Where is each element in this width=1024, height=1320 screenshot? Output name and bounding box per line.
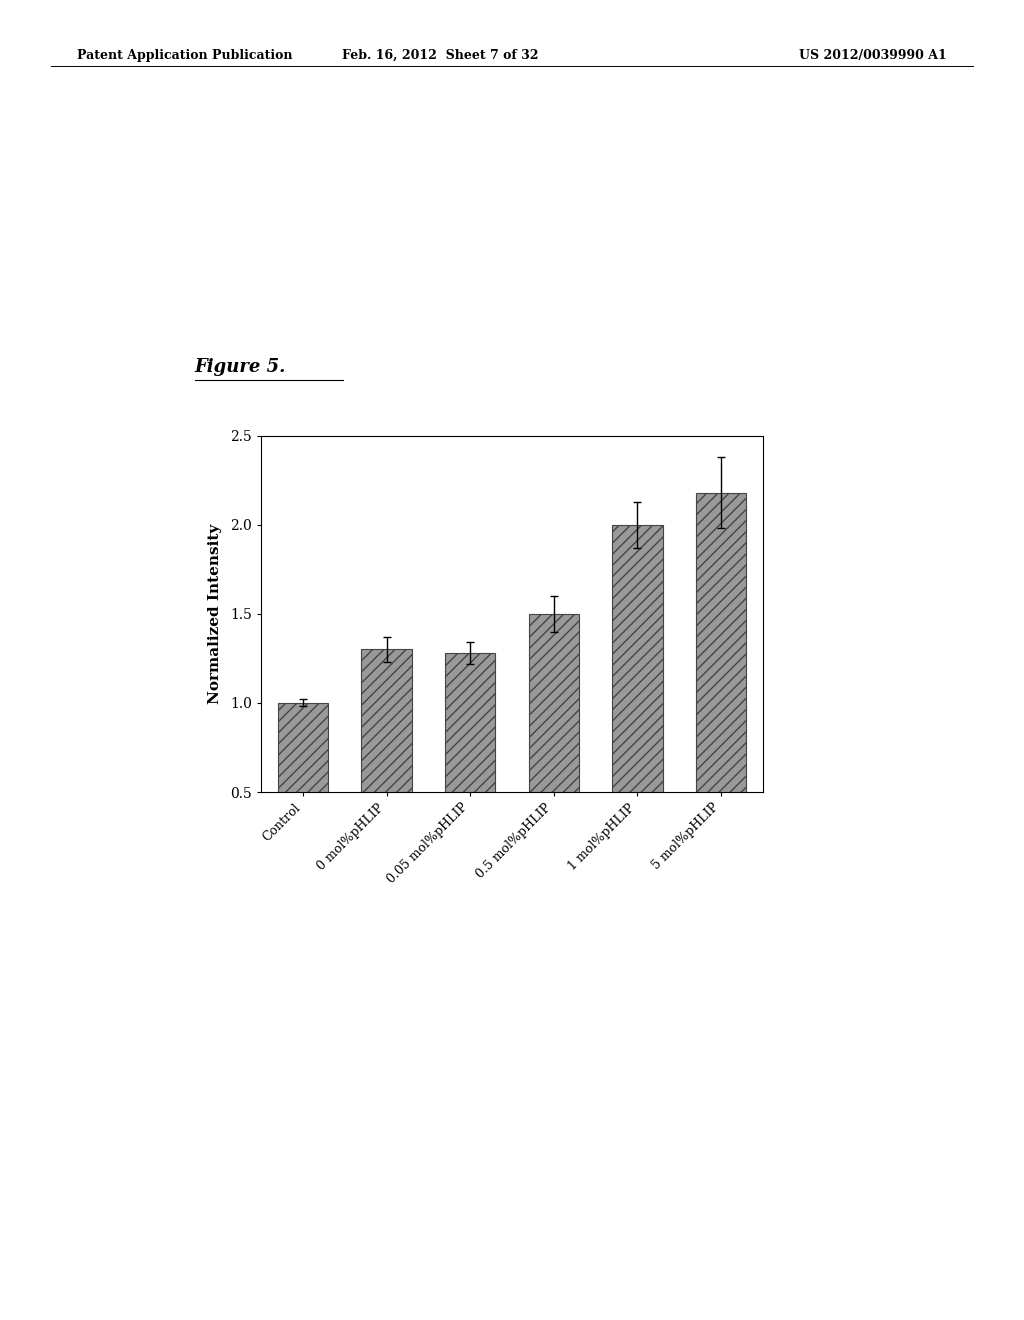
Bar — [445, 653, 496, 882]
Text: Figure 5.: Figure 5. — [195, 358, 286, 376]
Text: Feb. 16, 2012  Sheet 7 of 32: Feb. 16, 2012 Sheet 7 of 32 — [342, 49, 539, 62]
Text: US 2012/0039990 A1: US 2012/0039990 A1 — [800, 49, 947, 62]
Bar — [528, 614, 579, 882]
Bar — [696, 492, 746, 882]
Bar — [361, 649, 412, 882]
Y-axis label: Normalized Intensity: Normalized Intensity — [208, 524, 222, 704]
Text: Patent Application Publication: Patent Application Publication — [77, 49, 292, 62]
Bar — [278, 702, 328, 882]
Bar — [612, 524, 663, 882]
